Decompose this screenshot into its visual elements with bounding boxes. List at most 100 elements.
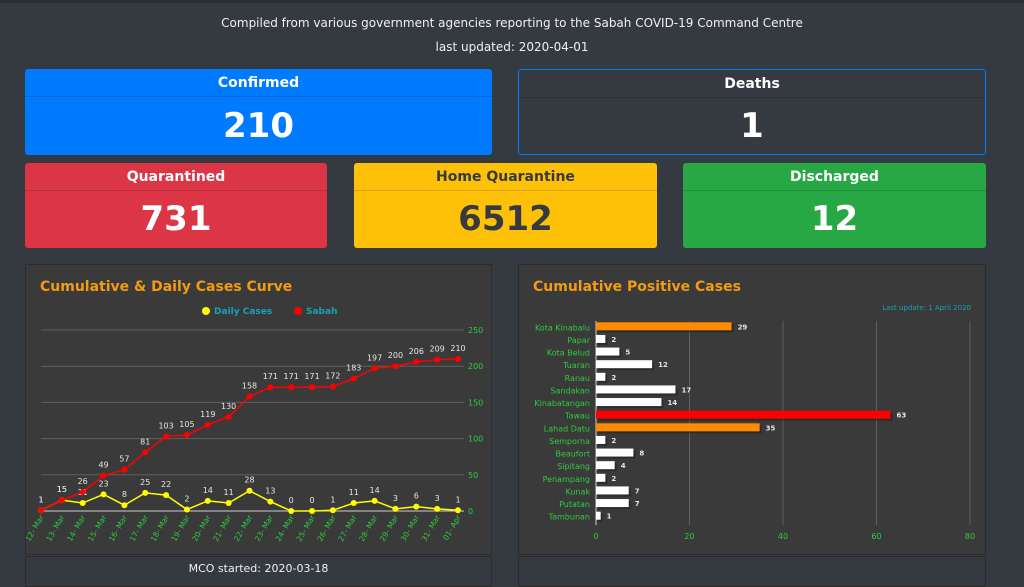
cases-curve-title: Cumulative & Daily Cases Curve (40, 279, 293, 295)
home-quarantine-card: Home Quarantine 6512 (354, 163, 657, 248)
data-label: 14 (370, 486, 380, 495)
data-label: 13 (265, 487, 275, 496)
data-label: 0 (289, 496, 294, 505)
bar (596, 334, 606, 343)
data-label: 1 (455, 495, 460, 504)
x-tick-label: 24- Mar (274, 513, 297, 543)
x-tick-label: 17- Mar (128, 513, 151, 543)
data-label: 183 (346, 364, 361, 373)
category-label: Semporna (549, 437, 590, 446)
data-point (225, 500, 232, 507)
data-point (121, 502, 128, 509)
x-tick-label: 26- Mar (315, 513, 338, 543)
data-label: 57 (119, 455, 129, 464)
data-label: 105 (179, 420, 194, 429)
x-tick-label: 28- Mar (357, 513, 380, 543)
bar (596, 486, 629, 495)
data-point (246, 487, 253, 494)
data-point (455, 507, 461, 514)
data-point (288, 384, 295, 391)
bar-value-label: 4 (621, 462, 626, 470)
deaths-value: 1 (740, 106, 764, 146)
bar (596, 322, 732, 331)
positive-cases-chart: Last update: 1 April 2020 0 20 40 60 80 Kota K… (534, 304, 975, 541)
confirmed-label: Confirmed (25, 69, 492, 97)
top-border (0, 0, 1024, 3)
deaths-label: Deaths (519, 70, 985, 98)
x-tick-label: 20- Mar (190, 513, 213, 543)
category-label: Penampang (543, 475, 590, 484)
x-tick-label: 15- Mar (86, 513, 109, 543)
x-tick-label: 14- Mar (65, 513, 88, 543)
data-point (329, 383, 336, 390)
data-point (79, 489, 86, 496)
x-tick-label: 12- Mar (26, 513, 46, 543)
data-label: 14 (203, 486, 213, 495)
y-tick-label: 0 (468, 507, 473, 516)
data-label: 172 (325, 371, 340, 380)
data-label: 81 (140, 437, 150, 446)
category-label: Tuaran (562, 361, 590, 370)
y-tick-label: 100 (468, 435, 483, 444)
bar (596, 511, 601, 520)
data-point (225, 413, 232, 420)
category-label: Papar (567, 336, 590, 345)
category-label: Kinabatangan (534, 399, 590, 408)
page-subtitle: Compiled from various government agencie… (221, 16, 803, 30)
data-point (121, 466, 128, 473)
bar-value-label: 8 (639, 450, 644, 458)
data-point (267, 384, 274, 391)
data-label: 119 (200, 410, 215, 419)
x-tick-label: 21- Mar (211, 513, 234, 543)
category-label: Ranau (565, 374, 590, 383)
data-point (142, 489, 149, 496)
data-point (204, 421, 211, 428)
mco-footer: MCO started: 2020-03-18 (25, 556, 492, 587)
x-tick-label: 40 (778, 532, 788, 541)
y-tick-label: 50 (468, 471, 478, 480)
quarantined-label: Quarantined (25, 163, 327, 191)
y-tick-label: 200 (468, 362, 483, 371)
bar (596, 473, 606, 482)
bar-value-label: 1 (607, 513, 612, 521)
x-tick-label: 30- Mar (399, 513, 422, 543)
legend-marker (294, 307, 302, 315)
data-label: 49 (98, 461, 108, 470)
data-label: 2 (184, 495, 189, 504)
positive-cases-panel: Cumulative Positive Cases Last update: 1… (518, 264, 986, 555)
data-point (100, 491, 107, 498)
y-tick-label: 150 (468, 398, 483, 407)
data-point (267, 498, 274, 505)
home-quarantine-value: 6512 (458, 199, 553, 239)
data-label: 15 (57, 485, 67, 494)
bar-value-label: 2 (611, 437, 616, 445)
bar (596, 423, 760, 432)
bar (596, 360, 653, 369)
bar-value-label: 7 (635, 500, 640, 508)
data-label: 1 (38, 495, 43, 504)
data-label: 25 (140, 478, 150, 487)
positive-cases-title: Cumulative Positive Cases (533, 279, 741, 295)
data-label: 1 (330, 495, 335, 504)
category-label: Kota Kinabalu (535, 323, 590, 332)
data-label: 200 (388, 351, 403, 360)
deaths-card: Deaths 1 (518, 69, 986, 155)
x-tick-label: 18- Mar (149, 513, 172, 543)
bar (596, 448, 634, 457)
data-point (79, 500, 86, 507)
discharged-value: 12 (810, 199, 859, 239)
bar (596, 385, 676, 394)
data-label: 15 (57, 485, 67, 494)
x-tick-label: 31- Mar (420, 513, 443, 543)
data-label: 23 (98, 479, 108, 488)
data-point (413, 503, 420, 510)
home-quarantine-label: Home Quarantine (354, 163, 657, 191)
category-label: Sandakan (551, 386, 591, 395)
x-tick-label: 23- Mar (253, 513, 276, 543)
x-tick-label: 60 (871, 532, 881, 541)
bar-value-label: 5 (625, 349, 630, 357)
data-label: 171 (263, 372, 278, 381)
data-label: 22 (161, 480, 171, 489)
data-point (413, 358, 420, 365)
data-label: 171 (284, 372, 299, 381)
